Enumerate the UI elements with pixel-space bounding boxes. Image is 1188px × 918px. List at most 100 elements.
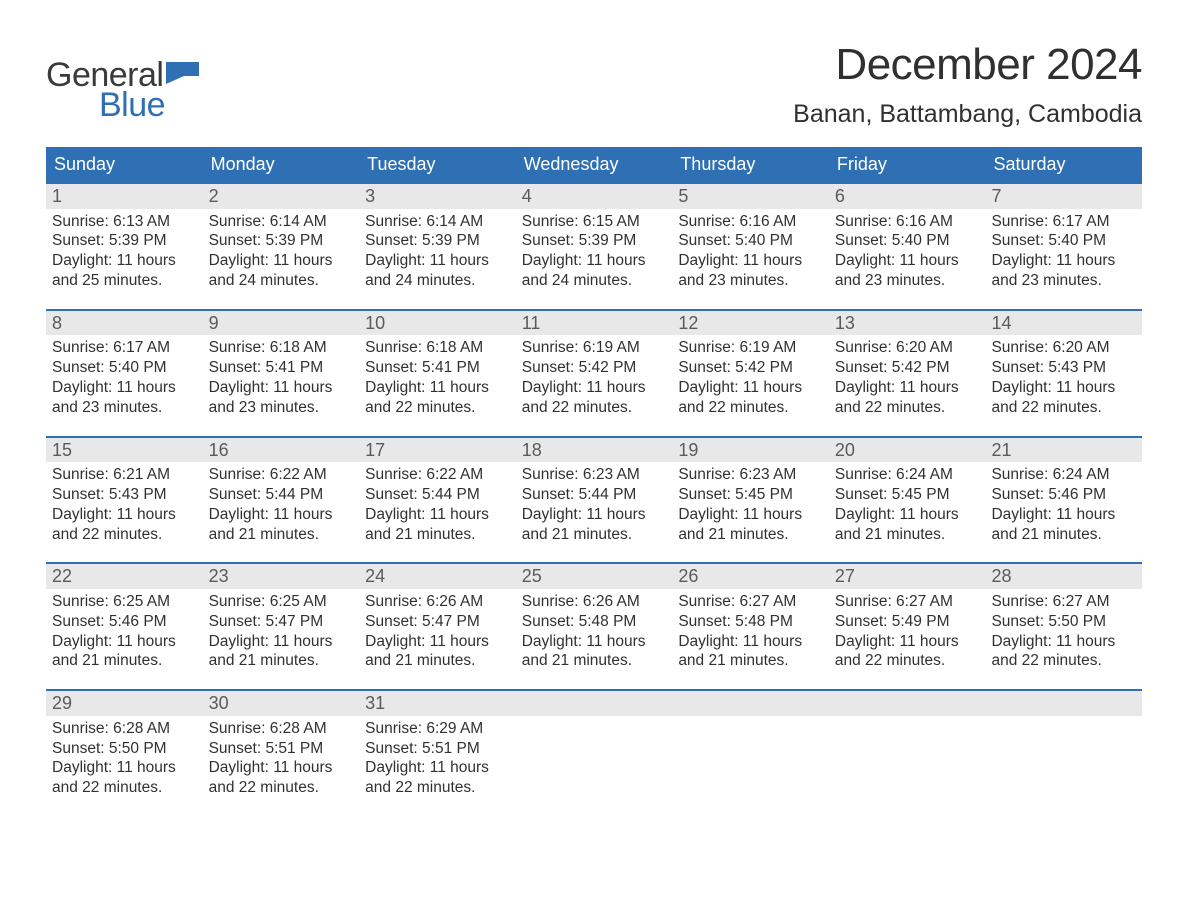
sunrise-line: Sunrise: 6:25 AM [52, 592, 197, 612]
day-content: Sunrise: 6:24 AMSunset: 5:45 PMDaylight:… [829, 462, 986, 548]
day-number [985, 691, 1142, 716]
daylight-line: Daylight: 11 hours and 23 minutes. [835, 251, 980, 291]
daylight-line: Daylight: 11 hours and 22 minutes. [365, 378, 510, 418]
sunrise-line: Sunrise: 6:22 AM [209, 465, 354, 485]
sunrise-line: Sunrise: 6:19 AM [522, 338, 667, 358]
day-number: 17 [359, 438, 516, 463]
sunrise-line: Sunrise: 6:25 AM [209, 592, 354, 612]
sunrise-line: Sunrise: 6:17 AM [991, 212, 1136, 232]
sunrise-line: Sunrise: 6:20 AM [835, 338, 980, 358]
sunrise-line: Sunrise: 6:26 AM [365, 592, 510, 612]
daylight-line: Daylight: 11 hours and 23 minutes. [52, 378, 197, 418]
weekday-header: Friday [829, 147, 986, 182]
sunrise-line: Sunrise: 6:21 AM [52, 465, 197, 485]
sunrise-line: Sunrise: 6:16 AM [835, 212, 980, 232]
sunset-line: Sunset: 5:39 PM [365, 231, 510, 251]
day-content: Sunrise: 6:27 AMSunset: 5:49 PMDaylight:… [829, 589, 986, 675]
day-content: Sunrise: 6:24 AMSunset: 5:46 PMDaylight:… [985, 462, 1142, 548]
weekday-header: Thursday [672, 147, 829, 182]
day-cell: 4Sunrise: 6:15 AMSunset: 5:39 PMDaylight… [516, 184, 673, 295]
day-cell: 5 Sunrise: 6:16 AMSunset: 5:40 PMDaylight… [672, 184, 829, 295]
day-cell: 19Sunrise: 6:23 AMSunset: 5:45 PMDayligh… [672, 438, 829, 549]
day-content: Sunrise: 6:25 AMSunset: 5:47 PMDaylight:… [203, 589, 360, 675]
daylight-line: Daylight: 11 hours and 24 minutes. [209, 251, 354, 291]
weekday-header: Monday [203, 147, 360, 182]
day-cell: 8Sunrise: 6:17 AMSunset: 5:40 PMDaylight… [46, 311, 203, 422]
daylight-line: Daylight: 11 hours and 22 minutes. [991, 378, 1136, 418]
day-number: 11 [516, 311, 673, 336]
day-cell: 25Sunrise: 6:26 AMSunset: 5:48 PMDayligh… [516, 564, 673, 675]
day-number: 4 [516, 184, 673, 209]
day-number: 1 [46, 184, 203, 209]
day-content: Sunrise: 6:28 AMSunset: 5:51 PMDaylight:… [203, 716, 360, 802]
day-cell: 15Sunrise: 6:21 AMSunset: 5:43 PMDayligh… [46, 438, 203, 549]
daylight-line: Daylight: 11 hours and 22 minutes. [365, 758, 510, 798]
daylight-line: Daylight: 11 hours and 21 minutes. [678, 505, 823, 545]
sunset-line: Sunset: 5:46 PM [52, 612, 197, 632]
daylight-line: Daylight: 11 hours and 21 minutes. [522, 505, 667, 545]
sunrise-line: Sunrise: 6:27 AM [835, 592, 980, 612]
day-number: 8 [46, 311, 203, 336]
day-content: Sunrise: 6:14 AMSunset: 5:39 PMDaylight:… [203, 209, 360, 295]
page-header: General Blue December 2024 Banan, Battam… [46, 40, 1142, 129]
sunset-line: Sunset: 5:50 PM [991, 612, 1136, 632]
day-cell: 17Sunrise: 6:22 AMSunset: 5:44 PMDayligh… [359, 438, 516, 549]
sunrise-line: Sunrise: 6:16 AM [678, 212, 823, 232]
daylight-line: Daylight: 11 hours and 21 minutes. [209, 632, 354, 672]
sunset-line: Sunset: 5:51 PM [209, 739, 354, 759]
day-cell: 3Sunrise: 6:14 AMSunset: 5:39 PMDaylight… [359, 184, 516, 295]
daylight-line: Daylight: 11 hours and 21 minutes. [365, 505, 510, 545]
day-content: Sunrise: 6:18 AMSunset: 5:41 PMDaylight:… [359, 335, 516, 421]
day-number: 6 [829, 184, 986, 209]
day-number: 29 [46, 691, 203, 716]
month-title: December 2024 [793, 40, 1142, 90]
day-number: 19 [672, 438, 829, 463]
sunset-line: Sunset: 5:44 PM [522, 485, 667, 505]
day-number [516, 691, 673, 716]
sunrise-line: Sunrise: 6:18 AM [209, 338, 354, 358]
day-cell: 26Sunrise: 6:27 AMSunset: 5:48 PMDayligh… [672, 564, 829, 675]
day-cell: 1Sunrise: 6:13 AMSunset: 5:39 PMDaylight… [46, 184, 203, 295]
day-content: Sunrise: 6:23 AMSunset: 5:44 PMDaylight:… [516, 462, 673, 548]
sunrise-line: Sunrise: 6:13 AM [52, 212, 197, 232]
day-number: 24 [359, 564, 516, 589]
daylight-line: Daylight: 11 hours and 22 minutes. [209, 758, 354, 798]
day-number [829, 691, 986, 716]
day-cell: 29Sunrise: 6:28 AMSunset: 5:50 PMDayligh… [46, 691, 203, 802]
daylight-line: Daylight: 11 hours and 23 minutes. [678, 251, 823, 291]
week-row: 1Sunrise: 6:13 AMSunset: 5:39 PMDaylight… [46, 182, 1142, 295]
sunrise-line: Sunrise: 6:24 AM [835, 465, 980, 485]
daylight-line: Daylight: 11 hours and 23 minutes. [991, 251, 1136, 291]
sunset-line: Sunset: 5:40 PM [678, 231, 823, 251]
day-content: Sunrise: 6:16 AMSunset: 5:40 PMDaylight:… [829, 209, 986, 295]
weekday-header-row: SundayMondayTuesdayWednesdayThursdayFrid… [46, 147, 1142, 182]
daylight-line: Daylight: 11 hours and 22 minutes. [522, 378, 667, 418]
day-content: Sunrise: 6:21 AMSunset: 5:43 PMDaylight:… [46, 462, 203, 548]
day-cell: 18Sunrise: 6:23 AMSunset: 5:44 PMDayligh… [516, 438, 673, 549]
daylight-line: Daylight: 11 hours and 21 minutes. [209, 505, 354, 545]
day-number: 5 [672, 184, 829, 209]
sunset-line: Sunset: 5:48 PM [678, 612, 823, 632]
sunset-line: Sunset: 5:39 PM [522, 231, 667, 251]
day-cell [829, 691, 986, 802]
daylight-line: Daylight: 11 hours and 24 minutes. [522, 251, 667, 291]
day-content: Sunrise: 6:25 AMSunset: 5:46 PMDaylight:… [46, 589, 203, 675]
day-cell: 14Sunrise: 6:20 AMSunset: 5:43 PMDayligh… [985, 311, 1142, 422]
day-content: Sunrise: 6:22 AMSunset: 5:44 PMDaylight:… [359, 462, 516, 548]
day-number: 18 [516, 438, 673, 463]
sunset-line: Sunset: 5:48 PM [522, 612, 667, 632]
day-content: Sunrise: 6:28 AMSunset: 5:50 PMDaylight:… [46, 716, 203, 802]
day-number: 10 [359, 311, 516, 336]
day-number: 31 [359, 691, 516, 716]
sunset-line: Sunset: 5:44 PM [209, 485, 354, 505]
calendar: SundayMondayTuesdayWednesdayThursdayFrid… [46, 147, 1142, 802]
sunset-line: Sunset: 5:39 PM [52, 231, 197, 251]
day-number: 15 [46, 438, 203, 463]
day-content: Sunrise: 6:23 AMSunset: 5:45 PMDaylight:… [672, 462, 829, 548]
day-number: 7 [985, 184, 1142, 209]
day-number: 2 [203, 184, 360, 209]
daylight-line: Daylight: 11 hours and 22 minutes. [835, 632, 980, 672]
day-number: 25 [516, 564, 673, 589]
sunset-line: Sunset: 5:47 PM [365, 612, 510, 632]
week-row: 15Sunrise: 6:21 AMSunset: 5:43 PMDayligh… [46, 436, 1142, 549]
